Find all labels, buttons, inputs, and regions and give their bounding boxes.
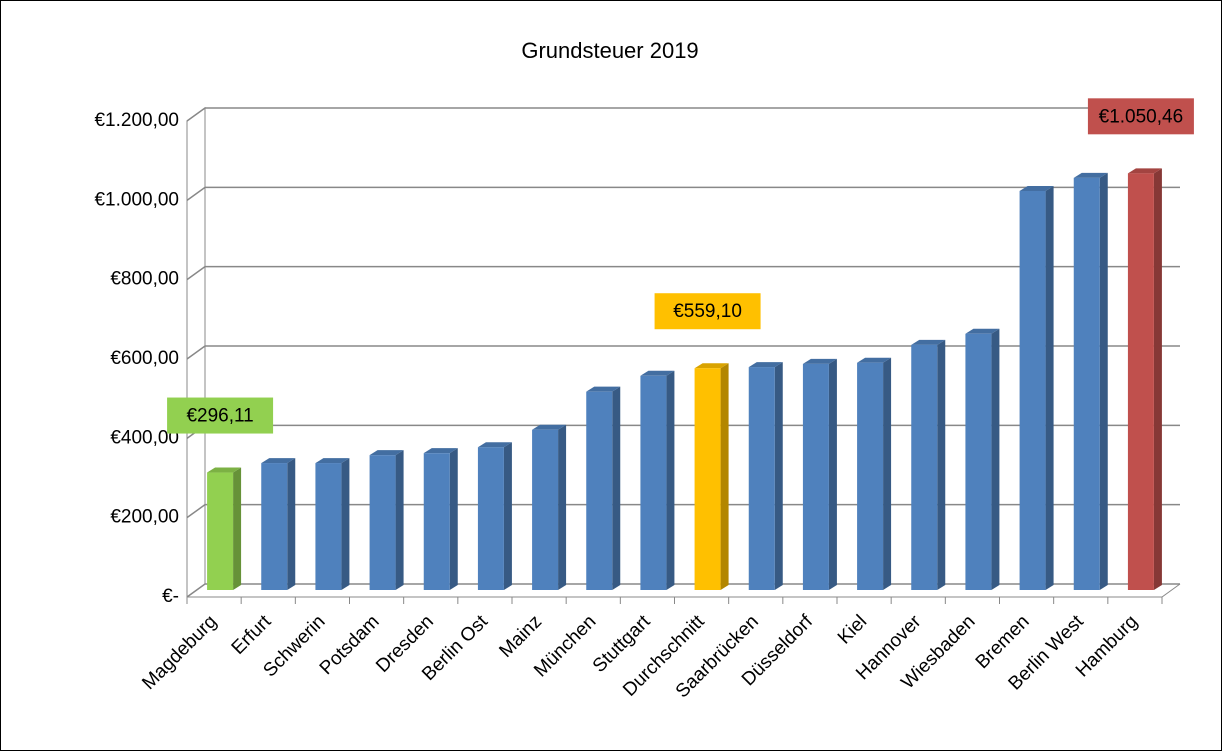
bar-front xyxy=(802,363,829,590)
bar-front xyxy=(532,429,559,590)
bar-side xyxy=(612,386,621,590)
chart-title: Grundsteuer 2019 xyxy=(521,38,698,63)
bar-top xyxy=(1127,168,1162,174)
value-label: €1.050,46 xyxy=(1099,106,1184,127)
bar-side xyxy=(720,363,729,590)
bar xyxy=(1019,185,1054,590)
bar-top xyxy=(532,424,567,430)
bar-front xyxy=(315,463,342,590)
grid-line xyxy=(186,345,1180,360)
value-label-box xyxy=(1087,98,1194,135)
bar-side xyxy=(937,339,946,590)
value-label: €296,11 xyxy=(186,406,253,427)
bar-top xyxy=(802,358,837,364)
grid-line xyxy=(186,107,1180,122)
y-tick-label: €800,00 xyxy=(110,269,179,290)
bar-top xyxy=(694,363,729,369)
bar-front xyxy=(965,333,992,590)
bar-top xyxy=(1073,172,1108,178)
grid-line xyxy=(186,186,1180,201)
grid-line xyxy=(186,583,1180,598)
bar-front xyxy=(423,453,450,590)
bar-front xyxy=(369,455,396,590)
bar-front xyxy=(857,362,884,590)
bar xyxy=(857,357,892,590)
y-tick-label: €1.000,00 xyxy=(94,189,179,210)
value-label-box xyxy=(654,293,761,330)
bar-side xyxy=(666,370,675,590)
bar-top xyxy=(965,328,1000,334)
bar-front xyxy=(1019,190,1046,590)
bar xyxy=(477,442,512,590)
bar-top xyxy=(748,362,783,368)
bar-side xyxy=(395,450,404,590)
bar-top xyxy=(315,458,350,464)
bar-front xyxy=(640,375,667,590)
bar-top xyxy=(369,450,404,456)
bar-top xyxy=(207,467,242,473)
bar-side xyxy=(1153,168,1162,590)
bar-top xyxy=(477,442,512,448)
bar-side xyxy=(1099,172,1108,590)
value-label-box xyxy=(167,397,274,434)
bar xyxy=(315,458,350,590)
y-tick-label: €200,00 xyxy=(110,507,179,528)
bar-top xyxy=(423,448,458,454)
bar xyxy=(911,339,946,590)
bar-front xyxy=(477,447,504,590)
bar xyxy=(207,467,242,590)
bar xyxy=(261,458,296,590)
y-tick-label: €1.200,00 xyxy=(94,110,179,131)
grid-line xyxy=(186,503,1180,519)
bar xyxy=(748,362,783,590)
bar-side xyxy=(991,328,1000,590)
bar-front xyxy=(261,463,288,590)
bar xyxy=(1127,168,1162,590)
bar xyxy=(532,424,567,590)
bar-side xyxy=(1045,185,1054,590)
bar-side xyxy=(449,448,458,590)
bar xyxy=(694,363,729,590)
bar xyxy=(640,370,675,590)
bar xyxy=(423,448,458,590)
bar-top xyxy=(261,458,296,464)
bar-side xyxy=(558,424,567,590)
bar-side xyxy=(883,357,892,590)
bar-top xyxy=(911,339,946,345)
bar-top xyxy=(640,370,675,376)
y-tick-label: €400,00 xyxy=(110,427,179,448)
y-tick-label: €- xyxy=(162,586,179,607)
grid-line xyxy=(186,265,1180,281)
bar xyxy=(802,358,837,590)
bar-side xyxy=(774,362,783,590)
value-label: €559,10 xyxy=(673,301,742,322)
bar xyxy=(369,450,404,590)
y-tick-label: €600,00 xyxy=(110,348,179,369)
bar-side xyxy=(828,358,837,590)
bar-top xyxy=(1019,185,1054,191)
bar-front xyxy=(911,344,938,590)
bar-top xyxy=(857,357,892,363)
bar-side xyxy=(503,442,512,590)
bar-side xyxy=(341,458,350,590)
bar-side xyxy=(233,467,242,590)
bar-front xyxy=(694,368,721,590)
bar xyxy=(965,328,1000,590)
bar-side xyxy=(287,458,296,590)
bar-front xyxy=(1127,173,1154,590)
bar xyxy=(1073,172,1108,590)
bar-top xyxy=(586,386,621,392)
bar-front xyxy=(207,472,234,590)
bar-front xyxy=(1073,177,1100,590)
bar xyxy=(586,386,621,590)
bar-front xyxy=(586,391,613,590)
bar-front xyxy=(748,367,775,590)
